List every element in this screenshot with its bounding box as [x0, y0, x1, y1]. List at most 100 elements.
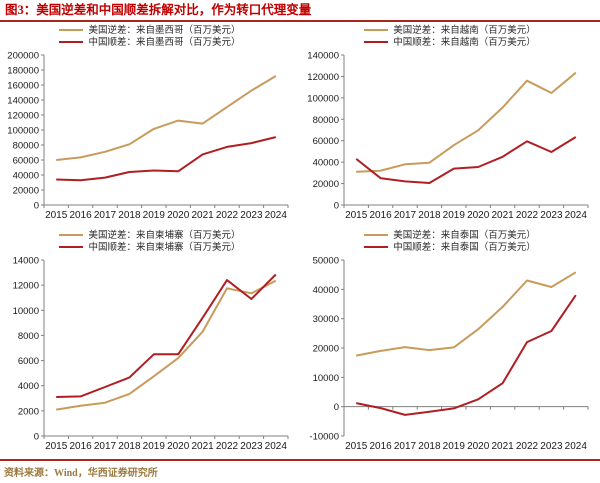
legend-line-swatch [364, 245, 389, 248]
x-axis-label: 2018 [118, 441, 141, 452]
legend-line-swatch [59, 233, 84, 236]
legend-line-swatch [59, 245, 84, 248]
x-axis-label: 2024 [565, 441, 588, 452]
y-axis-label: 100000 [7, 126, 39, 137]
x-axis-label: 2023 [540, 441, 563, 452]
y-axis-label: 50000 [313, 256, 339, 267]
legend-label: 美国逆差：来自泰国（百万美元） [393, 231, 536, 241]
y-axis-label: 100000 [307, 93, 339, 104]
x-axis-label: 2021 [491, 210, 514, 221]
x-axis-label: 2022 [516, 210, 539, 221]
y-axis-label: 120000 [307, 72, 339, 83]
y-axis-label: 0 [334, 201, 339, 212]
y-axis-label: 180000 [7, 66, 39, 77]
x-axis-label: 2020 [167, 441, 190, 452]
series-line [355, 136, 577, 184]
x-axis-label: 2016 [69, 210, 92, 221]
y-axis-label: 40000 [313, 285, 339, 296]
legend-cambodia: 美国逆差：来自柬埔寨（百万美元） 中国顺差：来自柬埔寨（百万美元） [0, 230, 300, 254]
y-axis-label: 0 [334, 402, 339, 413]
legend-line-swatch [364, 28, 389, 31]
legend-item: 中国顺差：来自墨西哥（百万美元） [0, 37, 300, 49]
legend-thailand: 美国逆差：来自泰国（百万美元） 中国顺差：来自泰国（百万美元） [300, 230, 600, 254]
series-line [56, 75, 277, 161]
series-line [355, 294, 577, 416]
y-axis-label: 8000 [18, 331, 39, 342]
x-axis-label: 2017 [394, 441, 417, 452]
x-axis-label: 2024 [265, 441, 288, 452]
y-axis-label: 2000 [18, 406, 39, 417]
y-axis-label: 12000 [13, 281, 39, 292]
y-axis-label: 10000 [13, 306, 39, 317]
series-line [56, 279, 277, 411]
y-axis-label: 30000 [313, 314, 339, 325]
legend-item: 美国逆差：来自墨西哥（百万美元） [0, 25, 300, 37]
series-line [56, 273, 277, 398]
y-axis-label: 0 [34, 201, 39, 212]
y-axis-label: -10000 [309, 432, 339, 443]
x-axis-label: 2021 [191, 441, 214, 452]
x-axis-label: 2023 [240, 210, 263, 221]
x-axis-label: 2022 [216, 441, 239, 452]
legend-line-swatch [59, 40, 84, 43]
x-axis-label: 2015 [345, 210, 368, 221]
x-axis-label: 2023 [240, 441, 263, 452]
x-axis-label: 2016 [369, 441, 392, 452]
x-axis-label: 2018 [418, 210, 441, 221]
legend-item: 中国顺差：来自越南（百万美元） [300, 37, 600, 49]
x-axis-label: 2020 [167, 210, 190, 221]
y-axis-label: 60000 [13, 156, 39, 167]
x-axis-label: 2019 [143, 210, 166, 221]
series-line [56, 136, 277, 182]
series-line [356, 271, 577, 357]
legend-label: 美国逆差：来自墨西哥（百万美元） [88, 26, 241, 36]
legend-item: 中国顺差：来自泰国（百万美元） [300, 242, 600, 254]
y-axis-label: 20000 [313, 179, 339, 190]
y-axis-label: 20000 [313, 344, 339, 355]
x-axis-label: 2020 [467, 210, 490, 221]
y-axis-label: 0 [34, 432, 39, 443]
x-axis-label: 2022 [216, 210, 239, 221]
legend-line-swatch [364, 233, 389, 236]
x-axis-label: 2023 [540, 210, 563, 221]
legend-mexico: 美国逆差：来自墨西哥（百万美元） 中国顺差：来自墨西哥（百万美元） [0, 25, 300, 49]
legend-label: 中国顺差：来自越南（百万美元） [393, 38, 536, 48]
source-note: 资料来源：Wind，华西证券研究所 [0, 459, 600, 481]
line-plot-cambodia: 0 2000 4000 6000 8000 10000 12000 14000 2015 2016… [13, 256, 289, 452]
x-axis-label: 2022 [516, 441, 539, 452]
x-axis-label: 2021 [191, 210, 214, 221]
chart-mexico: 美国逆差：来自墨西哥（百万美元） 中国顺差：来自墨西哥（百万美元） 0 20000 4… [0, 22, 300, 227]
legend-line-swatch [59, 28, 84, 31]
x-axis-label: 2017 [94, 441, 117, 452]
x-axis-label: 2018 [418, 441, 441, 452]
y-axis-label: 140000 [7, 96, 39, 107]
legend-vietnam: 美国逆差：来自越南（百万美元） 中国顺差：来自越南（百万美元） [300, 25, 600, 49]
x-axis-label: 2018 [118, 210, 141, 221]
y-axis-label: 40000 [13, 171, 39, 182]
legend-label: 美国逆差：来自越南（百万美元） [393, 26, 536, 36]
x-axis-label: 2024 [265, 210, 288, 221]
legend-label: 中国顺差：来自柬埔寨（百万美元） [88, 243, 241, 253]
y-axis-label: 80000 [13, 141, 39, 152]
line-plot-thailand: -10000 0 10000 20000 30000 40000 50000 2015 2016… [309, 256, 589, 452]
chart-cambodia: 美国逆差：来自柬埔寨（百万美元） 中国顺差：来自柬埔寨（百万美元） 0 2000 40… [0, 227, 300, 459]
line-plot-vietnam: 0 20000 40000 60000 80000 100000 120000 140000 2… [307, 51, 589, 221]
x-axis-label: 2017 [394, 210, 417, 221]
x-axis-label: 2015 [345, 441, 368, 452]
y-axis-label: 120000 [7, 111, 39, 122]
series-line [356, 71, 577, 173]
x-axis-label: 2015 [45, 210, 68, 221]
legend-item: 美国逆差：来自越南（百万美元） [300, 25, 600, 37]
y-axis-label: 40000 [313, 158, 339, 169]
y-axis-label: 6000 [18, 356, 39, 367]
y-axis-label: 20000 [13, 186, 39, 197]
y-axis-label: 60000 [313, 136, 339, 147]
y-axis-label: 4000 [18, 381, 39, 392]
x-axis-label: 2016 [369, 210, 392, 221]
legend-label: 中国顺差：来自墨西哥（百万美元） [88, 38, 241, 48]
y-axis-label: 140000 [307, 51, 339, 62]
legend-item: 美国逆差：来自泰国（百万美元） [300, 230, 600, 242]
legend-item: 中国顺差：来自柬埔寨（百万美元） [0, 242, 300, 254]
figure-title: 图3：美国逆差和中国顺差拆解对比，作为转口代理变量 [0, 0, 600, 22]
legend-line-swatch [364, 40, 389, 43]
